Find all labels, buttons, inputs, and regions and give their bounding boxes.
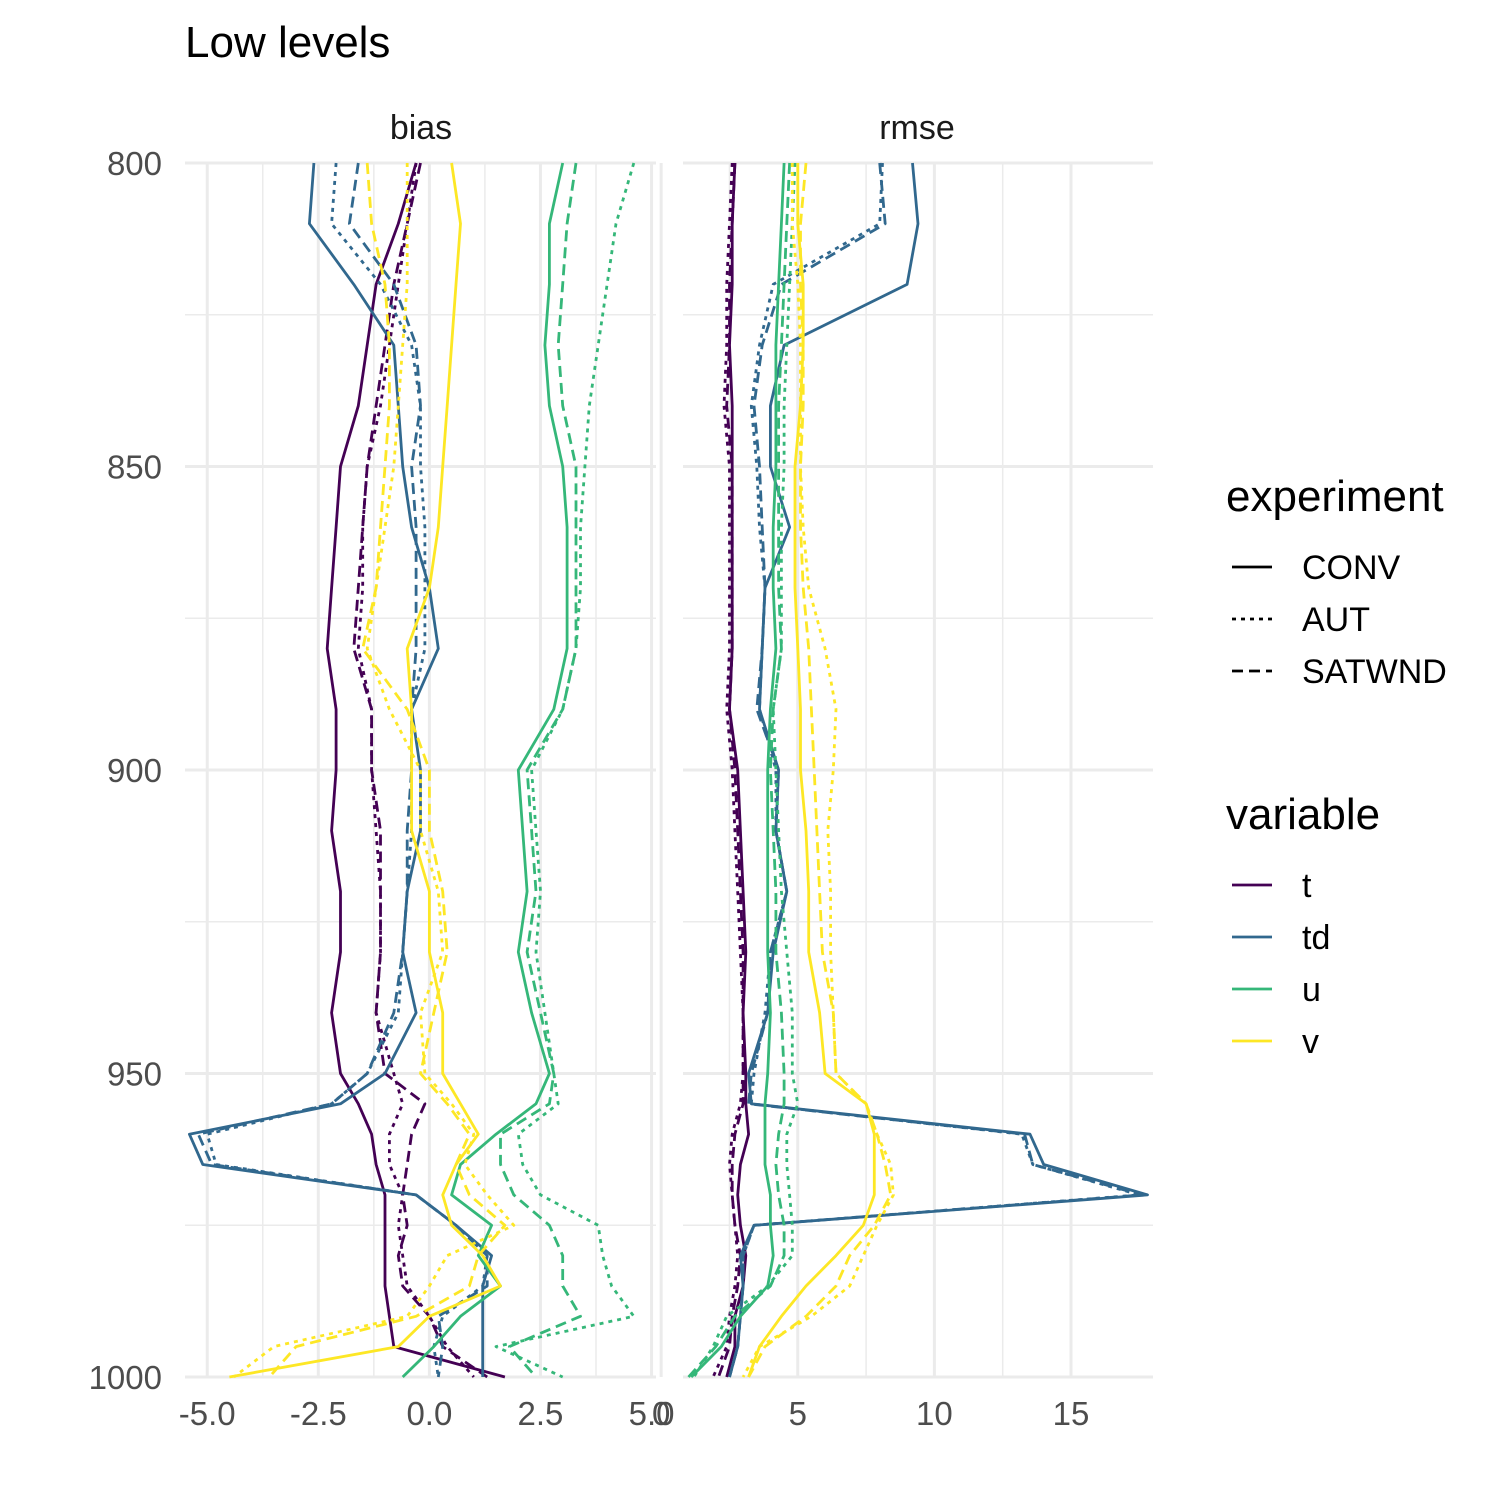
series-line-rmse-u-conv <box>690 162 786 1378</box>
series-line-bias-v-aut <box>233 163 516 1379</box>
legend-label-aut: AUT <box>1302 601 1370 639</box>
panel-strip-bias: bias <box>390 109 452 147</box>
series-line-bias-u-aut <box>494 162 636 1379</box>
legend-label-satwnd: SATWND <box>1302 653 1447 691</box>
series-line-bias-t-conv <box>325 162 506 1379</box>
x-tick-label-bias: 5.0 <box>629 1395 675 1432</box>
y-tick-label: 800 <box>107 145 162 182</box>
y-tick-label: 900 <box>107 752 162 789</box>
legend-label-u: u <box>1302 971 1321 1009</box>
y-tick-label: 1000 <box>89 1359 162 1396</box>
series-line-bias-u-conv <box>401 162 569 1379</box>
series-line-rmse-u-satwnd <box>687 162 791 1378</box>
x-tick-label-bias: -2.5 <box>290 1395 347 1432</box>
chart-title: Low levels <box>185 18 390 67</box>
series-line-rmse-t-satwnd <box>717 162 745 1378</box>
legend-title-experiment: experiment <box>1226 472 1444 521</box>
series-line-bias-t-aut <box>356 162 475 1378</box>
legend-label-conv: CONV <box>1302 549 1401 587</box>
series-line-rmse-t-aut <box>711 162 745 1378</box>
legend-items: CONV AUT SATWND t td uv <box>1232 549 1447 1061</box>
series-line-rmse-u-aut <box>692 162 800 1378</box>
x-tick-label-bias: 0.0 <box>406 1395 452 1432</box>
series-line-rmse-td-aut <box>728 162 1141 1378</box>
x-tick-label-rmse: 5 <box>789 1395 807 1432</box>
legend-label-t: t <box>1302 867 1312 905</box>
x-tick-label-rmse: 15 <box>1053 1395 1090 1432</box>
x-tick-label-rmse: 0 <box>652 1395 670 1432</box>
legend-title-variable: variable <box>1226 790 1380 839</box>
series-line-bias-u-satwnd <box>499 162 582 1378</box>
series-line-rmse-t-conv <box>725 162 750 1378</box>
x-tick-label-bias: 2.5 <box>518 1395 564 1432</box>
series-layer <box>187 162 1149 1379</box>
series-line-bias-v-conv <box>229 162 502 1379</box>
series-line-bias-t-satwnd <box>352 162 488 1379</box>
axis-layer: 800 850 900 950 1000 -5.0 -2.5 0.0 2.5 5.00 5 10 15 <box>89 145 1090 1432</box>
legend-label-v: v <box>1302 1023 1319 1061</box>
series-line-rmse-td-conv <box>728 162 1149 1378</box>
series-line-rmse-td-satwnd <box>728 162 1144 1378</box>
y-tick-label: 950 <box>107 1056 162 1093</box>
x-tick-label-rmse: 10 <box>916 1395 953 1432</box>
legend: experiment variable CONV AUT SATWND t td uv <box>1226 472 1447 1061</box>
y-tick-label: 850 <box>107 449 162 486</box>
series-line-rmse-v-aut <box>741 163 895 1378</box>
panel-strip-rmse: rmse <box>879 109 955 147</box>
legend-label-td: td <box>1302 919 1330 957</box>
series-line-bias-v-satwnd <box>268 162 507 1378</box>
x-tick-label-bias: -5.0 <box>179 1395 236 1432</box>
